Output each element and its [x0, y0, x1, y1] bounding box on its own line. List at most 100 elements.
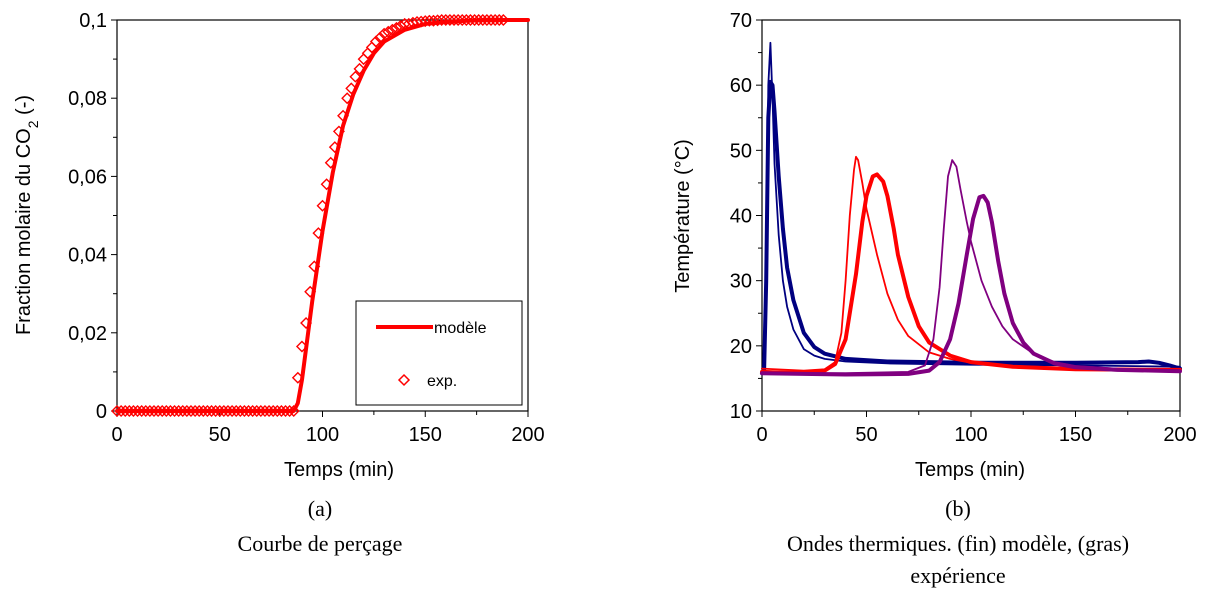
x-tick-label: 150 — [1059, 424, 1092, 446]
series-line-0 — [761, 41, 1181, 370]
data-point-exp — [443, 14, 456, 26]
data-point-exp — [460, 14, 473, 26]
captions: (a) Courbe de perçage (b) Ondes thermiqu… — [238, 496, 1130, 588]
y-tick-label: 0,02 — [68, 323, 107, 345]
data-point-exp — [111, 405, 123, 417]
data-point-exp — [180, 405, 193, 417]
chart-a-breakthrough-curve: 0 50 100 150 200 0 0,02 0,04 0,06 0,08 0,1 modèle … — [13, 10, 545, 481]
data-point-exp — [287, 405, 300, 417]
data-point-exp — [119, 405, 132, 417]
data-point-exp — [263, 405, 276, 417]
x-tick-label: 0 — [111, 424, 122, 446]
data-point-exp — [464, 14, 477, 26]
data-point-exp — [226, 405, 239, 417]
data-point-exp — [254, 405, 267, 417]
data-point-exp — [472, 14, 485, 26]
data-point-exp — [320, 178, 333, 191]
y-tick-label: 40 — [730, 206, 752, 228]
data-point-exp — [221, 405, 234, 417]
data-point-exp — [152, 405, 165, 417]
y-tick-label: 0,04 — [68, 245, 107, 267]
legend-box — [355, 300, 523, 406]
data-point-exp — [493, 14, 506, 26]
data-point-exp — [304, 285, 317, 298]
x-tick-label: 50 — [855, 424, 877, 446]
data-point-exp — [143, 405, 156, 417]
data-point-exp — [213, 405, 226, 417]
caption-a-label: (a) — [308, 496, 332, 521]
chart-a-legend: modèle exp. — [355, 300, 523, 406]
data-point-exp — [250, 405, 263, 417]
data-point-exp — [217, 405, 230, 417]
data-point-exp — [435, 14, 448, 26]
chart-b-x-axis-label: Temps (min) — [915, 459, 1025, 481]
caption-b-label: (b) — [945, 496, 971, 521]
data-point-exp — [160, 405, 173, 417]
chart-a-x-axis-label: Temps (min) — [284, 459, 394, 481]
data-point-exp — [168, 405, 181, 417]
data-point-exp — [369, 35, 382, 48]
caption-a-text: Courbe de perçage — [238, 531, 403, 556]
data-point-exp — [283, 405, 296, 417]
data-point-exp — [468, 14, 481, 26]
data-point-exp — [489, 14, 502, 26]
data-point-exp — [189, 405, 202, 417]
data-point-exp — [275, 405, 288, 417]
chart-b-thermal-waves: 0 50 100 150 200 10 20 30 40 50 60 70 Temps (min) T… — [672, 10, 1197, 481]
data-point-exp — [324, 156, 337, 169]
y-tick-label: 0,1 — [79, 10, 107, 32]
chart-a-y-axis-label: Fraction molaire du CO2 (-) — [13, 95, 41, 335]
data-point-exp — [291, 371, 304, 384]
data-point-exp — [123, 405, 136, 417]
data-point-exp — [258, 405, 271, 417]
legend-label-exp: exp. — [427, 373, 457, 390]
data-point-exp — [386, 23, 399, 36]
data-point-exp — [378, 27, 391, 40]
chart-a-ticks: 0 50 100 150 200 0 0,02 0,04 0,06 0,08 0,1 — [68, 10, 545, 446]
data-point-exp — [184, 405, 197, 417]
chart-b-series — [760, 41, 1182, 377]
data-point-exp — [353, 62, 366, 75]
y-tick-label: 30 — [730, 271, 752, 293]
data-point-exp — [139, 405, 152, 417]
chart-b-y-axis-label: Température (°C) — [672, 139, 694, 293]
y-tick-label: 20 — [730, 336, 752, 358]
data-point-exp — [234, 405, 247, 417]
data-point-exp — [349, 70, 362, 83]
data-point-exp — [209, 405, 222, 417]
y-tick-label: 0,06 — [68, 166, 107, 188]
caption-b-text-line1: Ondes thermiques. (fin) modèle, (gras) — [787, 531, 1129, 556]
x-tick-label: 100 — [306, 424, 339, 446]
data-point-exp — [148, 405, 160, 417]
data-point-exp — [452, 14, 465, 26]
series-line-2 — [761, 155, 1181, 372]
x-tick-label: 150 — [409, 424, 442, 446]
data-point-exp — [279, 405, 292, 417]
data-point-exp — [242, 405, 255, 417]
x-tick-label: 200 — [1163, 424, 1196, 446]
series-line-4 — [761, 159, 1181, 375]
data-point-exp — [267, 405, 280, 417]
data-point-exp — [448, 14, 461, 26]
data-point-exp — [176, 405, 189, 417]
data-point-exp — [345, 82, 358, 95]
data-point-exp — [337, 109, 350, 122]
data-point-exp — [295, 340, 308, 353]
x-tick-label: 0 — [756, 424, 767, 446]
data-point-exp — [135, 405, 148, 417]
data-point-exp — [431, 14, 444, 27]
chart-a-series — [111, 14, 530, 417]
data-point-exp — [308, 260, 321, 273]
data-point-exp — [419, 15, 432, 28]
y-tick-label: 50 — [730, 140, 752, 162]
data-point-exp — [271, 405, 284, 417]
data-point-exp — [341, 92, 354, 105]
data-point-exp — [456, 14, 469, 26]
x-tick-label: 50 — [209, 424, 231, 446]
data-point-exp — [423, 14, 436, 27]
y-tick-label: 10 — [730, 401, 752, 423]
x-tick-label: 100 — [954, 424, 987, 446]
data-point-exp — [328, 141, 341, 154]
data-point-exp — [300, 317, 313, 330]
